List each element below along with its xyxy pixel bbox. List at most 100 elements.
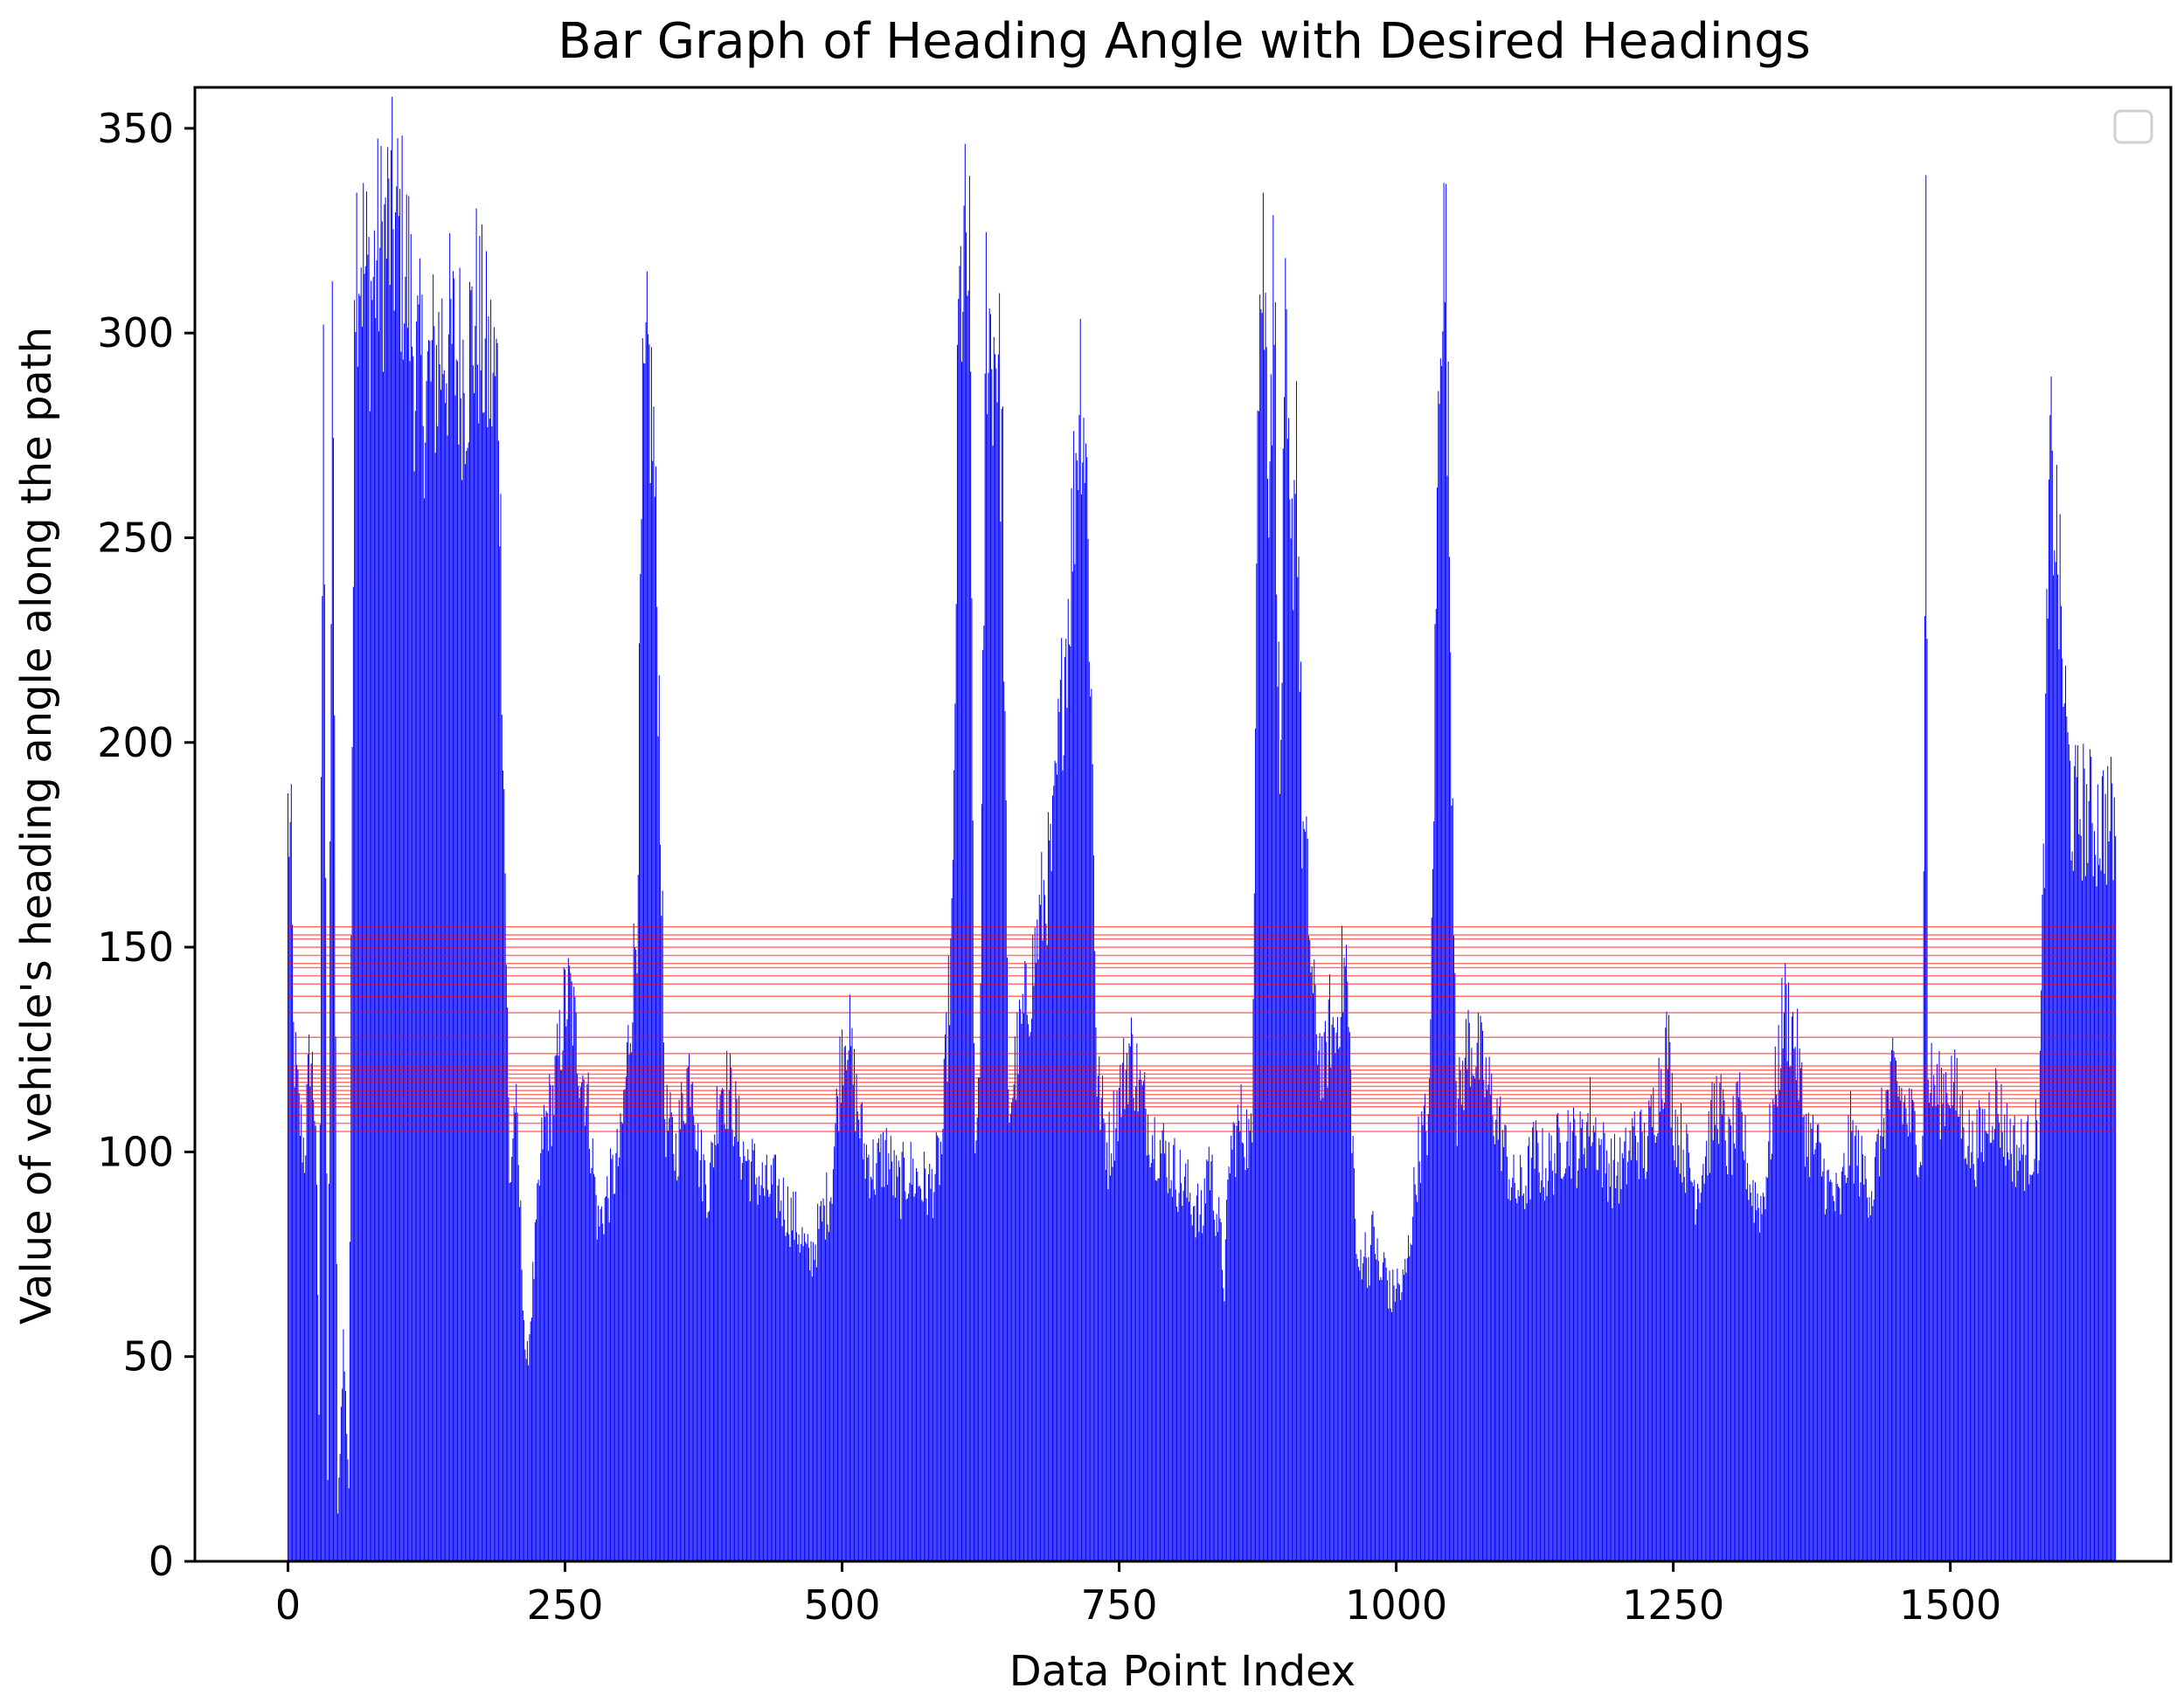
heading-bar: [1335, 1033, 1337, 1561]
heading-bar: [822, 1198, 824, 1561]
heading-bar: [1421, 1111, 1423, 1561]
heading-bar: [590, 1173, 592, 1561]
heading-bar: [1394, 1301, 1396, 1561]
heading-bar: [627, 1025, 629, 1561]
heading-bar: [740, 1179, 742, 1561]
heading-bar: [1373, 1227, 1375, 1561]
heading-bar: [490, 300, 492, 1561]
heading-bar: [1606, 1150, 1608, 1561]
heading-bar: [2070, 860, 2072, 1561]
heading-bar: [1984, 1109, 1986, 1561]
heading-bar: [1935, 1105, 1937, 1561]
heading-bar: [699, 1159, 701, 1561]
heading-bar: [738, 1096, 740, 1561]
heading-bar: [600, 1208, 601, 1561]
heading-bar: [1790, 1066, 1792, 1561]
heading-bar: [1468, 1022, 1470, 1561]
heading-bar: [1867, 1197, 1869, 1561]
heading-bar: [1409, 1256, 1411, 1561]
heading-bar: [746, 1160, 748, 1561]
heading-bar: [1969, 1167, 1971, 1561]
heading-bar: [1057, 698, 1059, 1561]
heading-bar: [1307, 838, 1308, 1561]
heading-bar: [782, 1177, 784, 1561]
heading-bar: [1945, 1072, 1947, 1561]
heading-bar: [1023, 1013, 1025, 1561]
heading-bar: [1830, 1180, 1832, 1561]
heading-bar: [1256, 563, 1258, 1561]
heading-bar: [1471, 1048, 1473, 1561]
heading-bar: [1359, 1270, 1361, 1561]
heading-bar: [495, 376, 496, 1561]
heading-bar: [570, 972, 572, 1561]
heading-bar: [367, 254, 369, 1561]
heading-bar: [288, 856, 290, 1561]
heading-bar: [1367, 1287, 1369, 1561]
heading-bar: [1975, 1187, 1977, 1561]
heading-bar: [1886, 1090, 1888, 1561]
heading-bar: [942, 1129, 944, 1561]
heading-bar: [1853, 1183, 1855, 1561]
heading-bar: [610, 1148, 612, 1561]
heading-bar: [1629, 1130, 1631, 1561]
heading-bar: [1728, 1116, 1730, 1561]
heading-bar: [964, 143, 966, 1561]
heading-bar: [1045, 924, 1047, 1561]
heading-bar: [1709, 1173, 1710, 1561]
heading-bar: [305, 1155, 307, 1561]
heading-bar: [1231, 1149, 1233, 1561]
heading-bar: [850, 1046, 852, 1561]
heading-bar: [309, 1086, 311, 1561]
heading-bar: [652, 460, 654, 1561]
heading-bar: [1210, 1161, 1212, 1561]
heading-bar: [767, 1189, 769, 1561]
heading-bar: [1204, 1203, 1206, 1561]
heading-bar: [891, 1161, 893, 1561]
heading-bar: [934, 1173, 936, 1561]
heading-bar: [1876, 1133, 1878, 1561]
heading-bar: [1952, 1105, 1953, 1561]
heading-bar: [1178, 1193, 1180, 1561]
heading-bar: [805, 1242, 807, 1561]
heading-bar: [594, 1176, 596, 1561]
heading-bar: [2074, 765, 2076, 1561]
heading-bar: [480, 370, 482, 1561]
heading-bar: [1533, 1121, 1535, 1561]
heading-bar: [544, 1117, 546, 1561]
heading-bar: [1878, 1176, 1880, 1561]
heading-bar: [756, 1177, 758, 1561]
heading-bar: [1232, 1122, 1234, 1561]
heading-bar: [567, 958, 569, 1561]
heading-bar: [629, 1042, 631, 1561]
heading-bar: [1194, 1206, 1196, 1561]
heading-bar: [301, 1104, 302, 1561]
heading-bar: [815, 1267, 817, 1561]
heading-bar: [1103, 1118, 1105, 1561]
heading-bar: [801, 1227, 803, 1561]
heading-bar: [950, 938, 952, 1561]
heading-bar: [725, 1129, 726, 1561]
heading-bar: [1921, 1165, 1923, 1561]
heading-bar: [1703, 1183, 1705, 1561]
heading-bar: [634, 947, 635, 1561]
heading-bar: [1196, 1195, 1197, 1561]
heading-bar: [1286, 439, 1288, 1562]
heading-bar: [298, 1093, 300, 1561]
heading-bar: [1841, 1171, 1842, 1561]
heading-bar: [1667, 1069, 1668, 1561]
heading-bar: [392, 229, 394, 1561]
heading-bar: [1764, 1196, 1765, 1561]
heading-bar: [1820, 1143, 1821, 1561]
heading-bar: [1918, 1166, 1920, 1561]
heading-bar: [397, 138, 399, 1562]
heading-bar: [1187, 1159, 1189, 1561]
heading-bar: [995, 368, 997, 1562]
heading-bar: [2108, 841, 2110, 1561]
heading-bar: [419, 258, 420, 1561]
heading-bar: [1353, 1168, 1355, 1561]
heading-bar: [2049, 415, 2051, 1561]
heading-bar: [1323, 1032, 1325, 1561]
heading-bar: [1810, 1123, 1812, 1561]
heading-bar: [1577, 1170, 1579, 1561]
heading-bar: [847, 1060, 849, 1561]
